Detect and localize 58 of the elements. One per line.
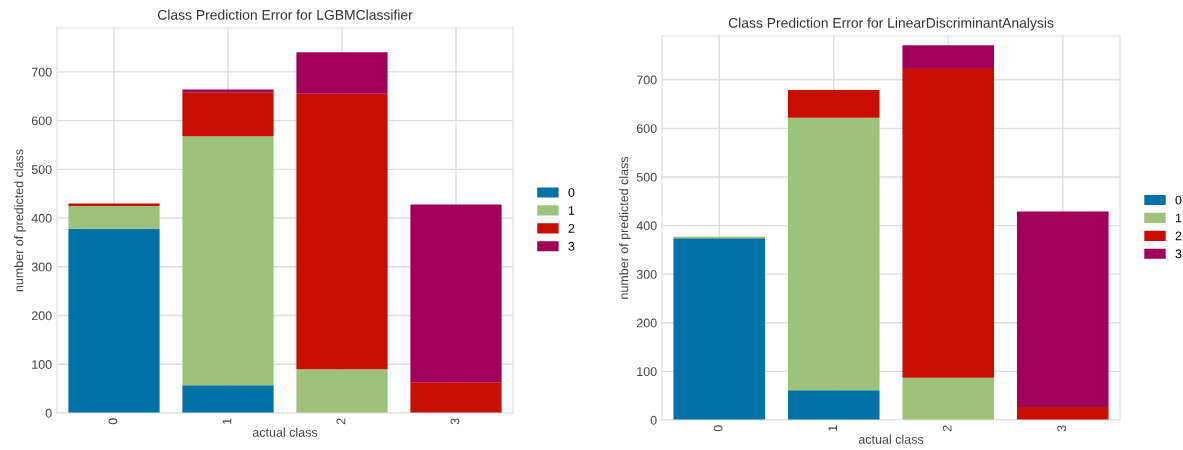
legend-label: 2 [1175, 231, 1182, 241]
chart-title: Class Prediction Error for LGBMClassifier [157, 9, 413, 20]
y-tick-label: 0 [45, 408, 52, 418]
x-axis-title: actual class [858, 434, 924, 444]
legend-label: 1 [568, 206, 575, 215]
bar [787, 390, 880, 420]
y-tick-label: 100 [32, 360, 52, 369]
y-axis-title: number of predicted class [619, 156, 631, 299]
x-tick-label: 3 [450, 418, 460, 425]
chart-title: Class Prediction Error for LinearDiscriminantAnalysis [728, 17, 1054, 31]
bar [296, 93, 388, 370]
bar [68, 228, 160, 413]
x-tick-label: 0 [108, 418, 118, 425]
bar [902, 377, 995, 420]
x-tick-label: 2 [942, 425, 952, 432]
bar [68, 205, 160, 229]
y-tick-label: 600 [31, 116, 52, 126]
legend-label: 0 [568, 188, 575, 197]
bar [182, 385, 274, 413]
y-tick-label: 500 [636, 172, 657, 182]
y-tick-label: 700 [636, 75, 657, 85]
x-tick-label: 2 [336, 418, 346, 425]
legend-label: 3 [568, 241, 575, 251]
y-tick-label: 200 [636, 318, 657, 328]
y-tick-label: 300 [636, 269, 657, 279]
y-tick-label: 600 [636, 124, 657, 134]
bar [182, 136, 274, 386]
bar [902, 68, 995, 378]
bar [902, 45, 995, 69]
legend-label: 2 [568, 223, 575, 233]
bar [787, 89, 880, 118]
x-tick-label: 3 [1057, 425, 1067, 432]
bar [410, 204, 502, 383]
bar [68, 203, 160, 206]
y-tick-label: 700 [31, 67, 52, 77]
x-tick-label: 1 [828, 425, 837, 431]
bar [410, 382, 502, 413]
bar [296, 369, 388, 413]
legend-label: 3 [1175, 249, 1182, 259]
legend-label: 1 [1175, 213, 1182, 223]
bar [1016, 406, 1109, 420]
bar [296, 52, 388, 94]
y-tick-label: 300 [31, 262, 52, 272]
y-tick-label: 400 [636, 221, 657, 231]
legend-label: 0 [1175, 195, 1182, 205]
bar [1016, 211, 1109, 407]
bar [182, 89, 274, 93]
x-tick-label: 1 [222, 418, 232, 424]
y-tick-label: 200 [31, 311, 52, 321]
bar [787, 117, 880, 391]
bar [182, 92, 274, 137]
bar [673, 238, 766, 420]
y-axis-title: number of predicted class [14, 149, 26, 292]
x-axis-title: actual class [252, 427, 318, 437]
y-tick-label: 100 [637, 367, 657, 377]
y-tick-label: 400 [31, 213, 52, 223]
x-tick-label: 0 [713, 425, 723, 432]
y-tick-label: 500 [31, 165, 52, 174]
